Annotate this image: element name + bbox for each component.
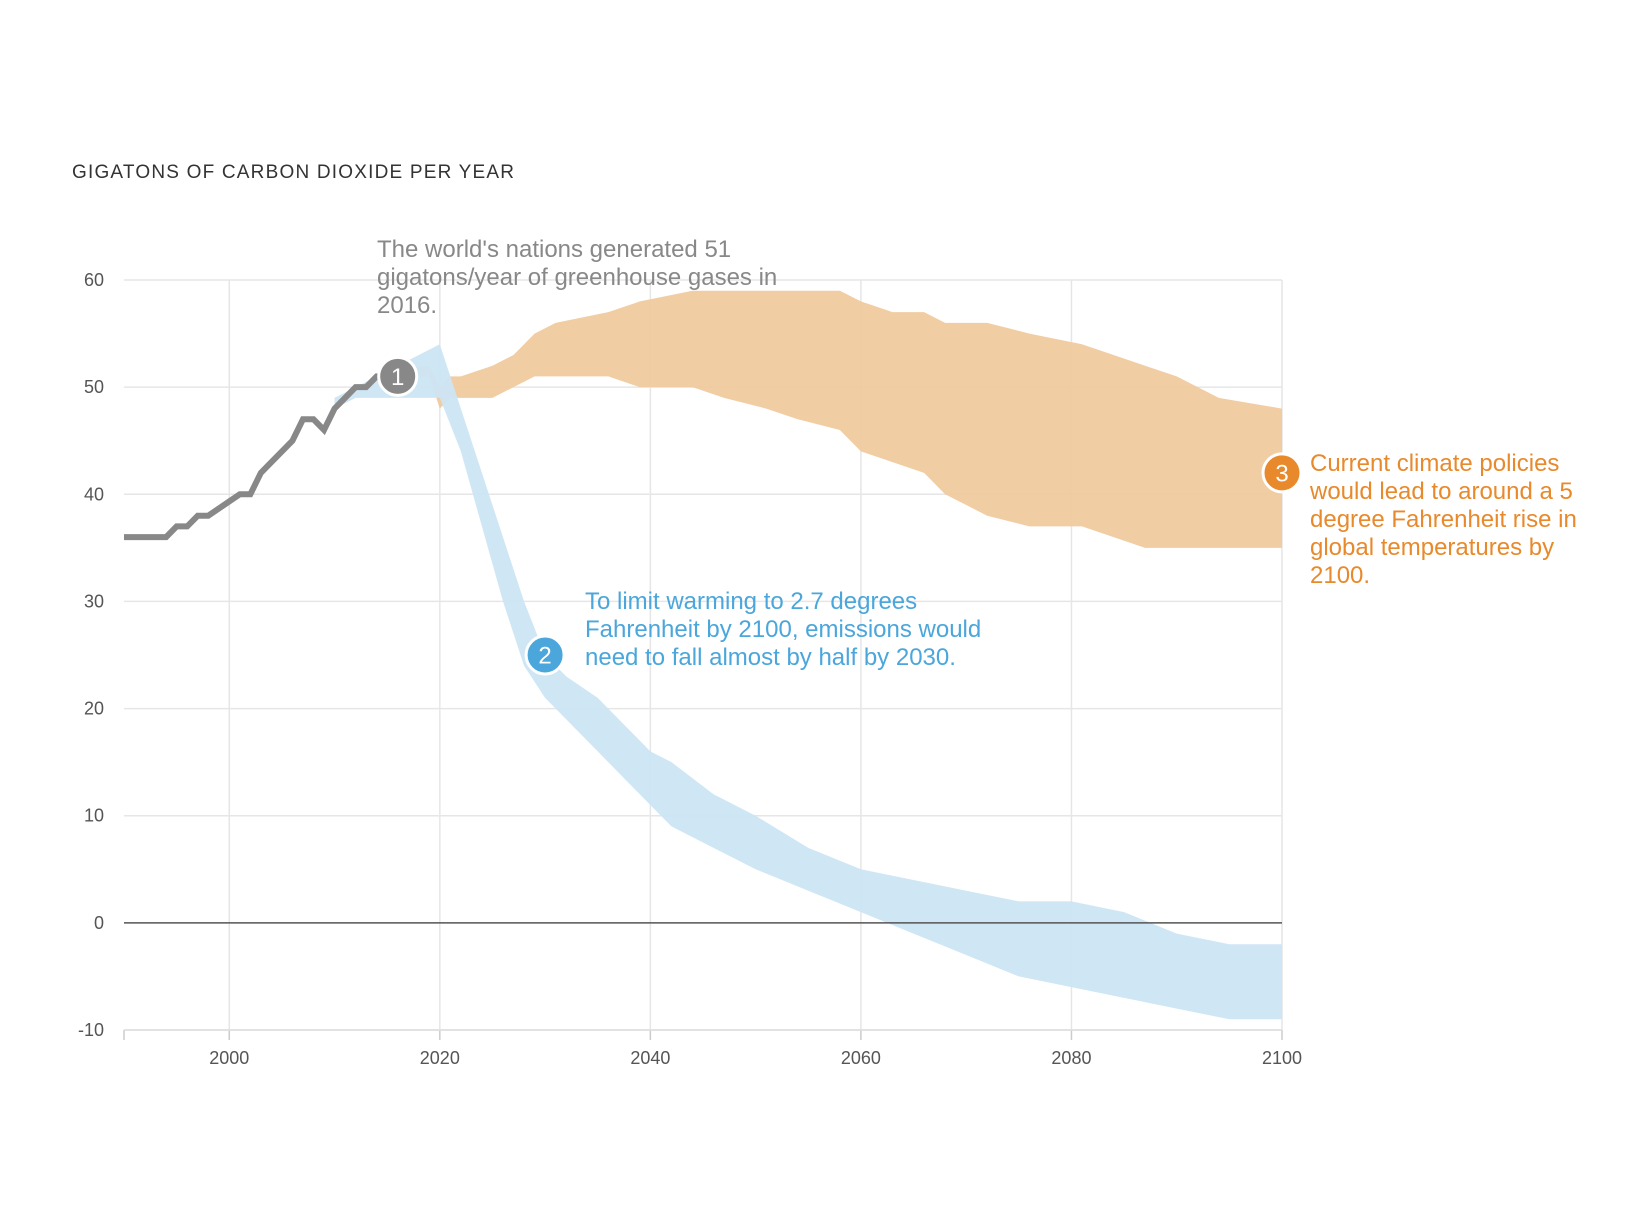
y-tick-label: 40: [84, 484, 104, 504]
y-tick-label: 20: [84, 699, 104, 719]
bands: [334, 290, 1283, 1020]
lines: [123, 373, 398, 541]
annotation-3-badge: [1261, 452, 1303, 494]
annotation-2-text: To limit warming to 2.7 degrees Fahrenhe…: [585, 588, 982, 671]
annotation-1-badge: [377, 355, 419, 397]
y-tick-label: 30: [84, 591, 104, 611]
x-tick-label: 2000: [209, 1048, 249, 1068]
annotation-3-number: 3: [1275, 460, 1288, 487]
historical-emissions-line: [124, 373, 398, 541]
x-tick-label: 2040: [630, 1048, 670, 1068]
y-tick-label: 50: [84, 377, 104, 397]
y-tick-label: 60: [84, 270, 104, 290]
axes: 60 50 40 30 20 10 0 -10 2000 2020 2040 2060 2080 2100: [78, 270, 1302, 1068]
x-tick-label: 2100: [1262, 1048, 1302, 1068]
y-tick-label: 10: [84, 806, 104, 826]
annotation-2-number: 2: [538, 643, 551, 670]
x-tick-label: 2080: [1051, 1048, 1091, 1068]
annotation-1-number: 1: [391, 364, 404, 391]
y-tick-label: 0: [94, 913, 104, 933]
annotation-3-text: Current climate policies would lead to a…: [1310, 450, 1577, 589]
x-tick-label: 2020: [420, 1048, 460, 1068]
chart-title: GIGATONS OF CARBON DIOXIDE PER YEAR: [72, 162, 516, 183]
annotation-2-badge: [524, 634, 566, 676]
badges: 1 2 3: [377, 355, 1303, 676]
annotation-1-text: The world's nations generated 51 gigaton…: [377, 236, 778, 319]
current-policies-band: [408, 290, 1283, 548]
x-tick-label: 2060: [841, 1048, 881, 1068]
limit-warming-band: [334, 344, 1283, 1020]
y-tick-label: -10: [78, 1020, 104, 1040]
